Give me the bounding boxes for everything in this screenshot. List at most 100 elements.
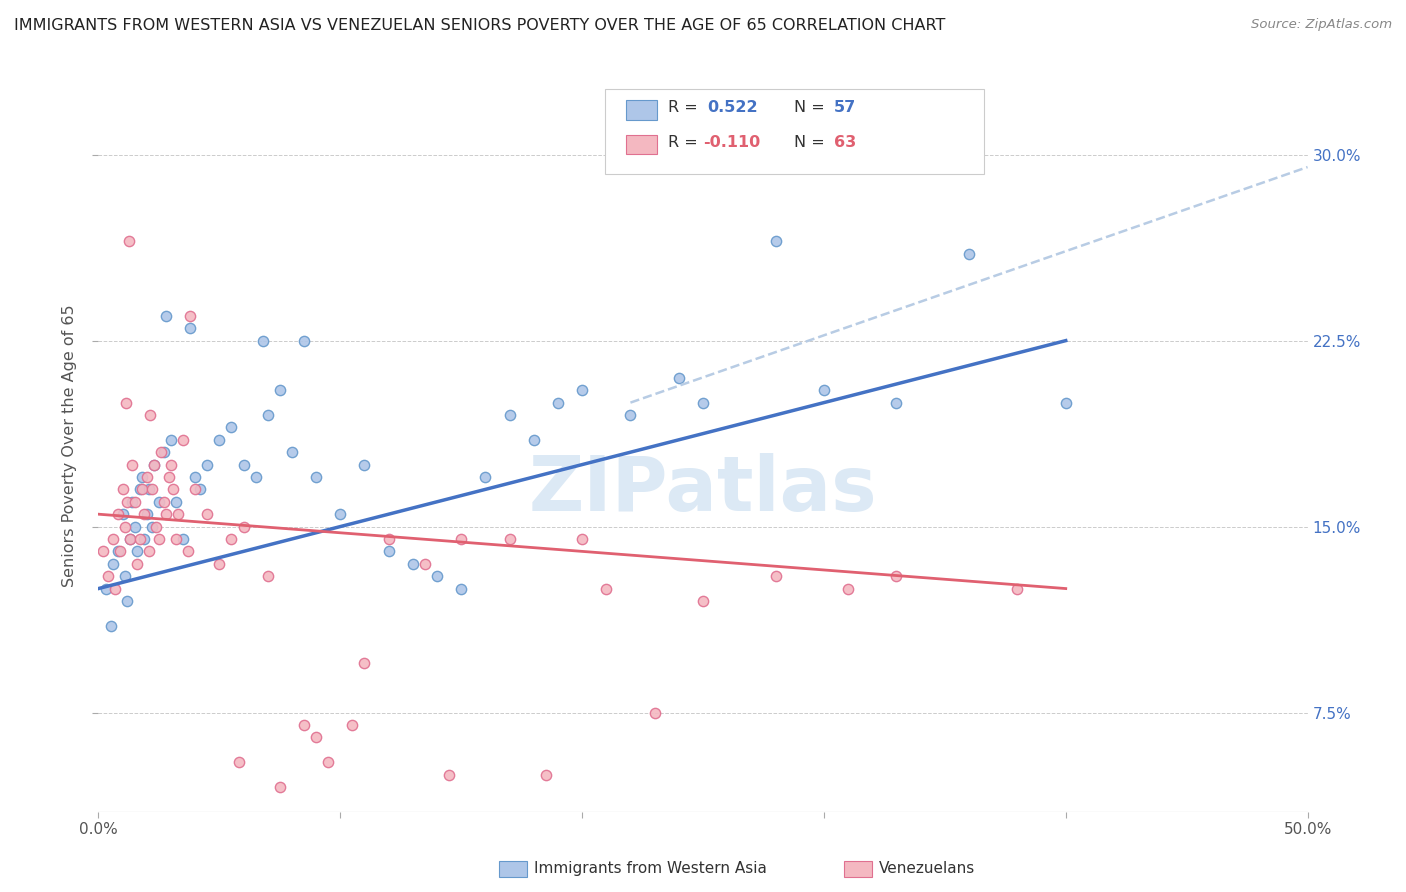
Point — [208, 433, 231, 447]
Point — [104, 582, 127, 596]
Point — [342, 718, 364, 732]
Point — [134, 532, 156, 546]
Point — [886, 569, 908, 583]
Point — [150, 445, 173, 459]
Point — [547, 395, 569, 409]
Point — [437, 767, 460, 781]
Point — [100, 619, 122, 633]
Text: R =: R = — [668, 101, 703, 115]
Point — [131, 483, 153, 497]
Point — [160, 458, 183, 472]
Point — [692, 395, 714, 409]
Point — [402, 557, 425, 571]
Point — [256, 408, 278, 422]
Point — [155, 309, 177, 323]
Point — [118, 532, 141, 546]
Point — [165, 532, 187, 546]
Text: R =: R = — [668, 136, 703, 150]
Point — [179, 309, 201, 323]
Point — [426, 569, 449, 583]
Point — [124, 519, 146, 533]
Point — [1054, 395, 1077, 409]
Point — [195, 458, 218, 472]
Point — [316, 755, 339, 769]
Point — [450, 582, 472, 596]
Point — [668, 371, 690, 385]
Point — [195, 507, 218, 521]
Point — [117, 594, 139, 608]
Point — [571, 532, 593, 546]
Point — [571, 383, 593, 397]
Point — [107, 544, 129, 558]
Point — [269, 383, 291, 397]
Point — [167, 507, 190, 521]
Point — [143, 458, 166, 472]
Point — [118, 235, 141, 249]
Point — [534, 767, 557, 781]
Point — [232, 458, 254, 472]
Point — [765, 235, 787, 249]
Point — [595, 582, 617, 596]
Text: Immigrants from Western Asia: Immigrants from Western Asia — [534, 862, 768, 876]
Text: 63: 63 — [834, 136, 856, 150]
Point — [135, 470, 157, 484]
Point — [245, 470, 267, 484]
Point — [619, 408, 641, 422]
Point — [256, 569, 278, 583]
Point — [152, 495, 174, 509]
Point — [138, 483, 160, 497]
Point — [886, 395, 908, 409]
Y-axis label: Seniors Poverty Over the Age of 65: Seniors Poverty Over the Age of 65 — [62, 305, 77, 587]
Point — [184, 470, 207, 484]
Point — [172, 532, 194, 546]
Point — [281, 445, 304, 459]
Text: 57: 57 — [834, 101, 856, 115]
Point — [117, 495, 139, 509]
Point — [813, 383, 835, 397]
Point — [269, 780, 291, 794]
Point — [124, 495, 146, 509]
Point — [474, 470, 496, 484]
Point — [377, 532, 399, 546]
Point — [765, 569, 787, 583]
Point — [135, 507, 157, 521]
Point — [160, 433, 183, 447]
Point — [139, 408, 162, 422]
Point — [141, 519, 163, 533]
Point — [94, 582, 117, 596]
Point — [101, 532, 124, 546]
Point — [157, 470, 180, 484]
Point — [208, 557, 231, 571]
Point — [177, 544, 200, 558]
Point — [114, 519, 136, 533]
Point — [692, 594, 714, 608]
Point — [292, 334, 315, 348]
Point — [523, 433, 546, 447]
Point — [127, 544, 149, 558]
Point — [413, 557, 436, 571]
Point — [111, 483, 134, 497]
Point — [221, 532, 243, 546]
Point — [305, 731, 328, 745]
Point — [134, 507, 156, 521]
Point — [145, 519, 167, 533]
Point — [108, 544, 131, 558]
Point — [141, 483, 163, 497]
Point — [252, 334, 274, 348]
Point — [837, 582, 859, 596]
Point — [232, 519, 254, 533]
Point — [148, 495, 170, 509]
Point — [148, 532, 170, 546]
Point — [188, 483, 211, 497]
Point — [91, 544, 114, 558]
Text: IMMIGRANTS FROM WESTERN ASIA VS VENEZUELAN SENIORS POVERTY OVER THE AGE OF 65 CO: IMMIGRANTS FROM WESTERN ASIA VS VENEZUEL… — [14, 18, 945, 33]
Point — [498, 408, 520, 422]
Point — [121, 458, 143, 472]
Text: -0.110: -0.110 — [703, 136, 761, 150]
Point — [353, 656, 375, 670]
Point — [498, 532, 520, 546]
Point — [118, 532, 141, 546]
Text: Venezuelans: Venezuelans — [879, 862, 974, 876]
Text: N =: N = — [794, 136, 831, 150]
Point — [644, 706, 666, 720]
